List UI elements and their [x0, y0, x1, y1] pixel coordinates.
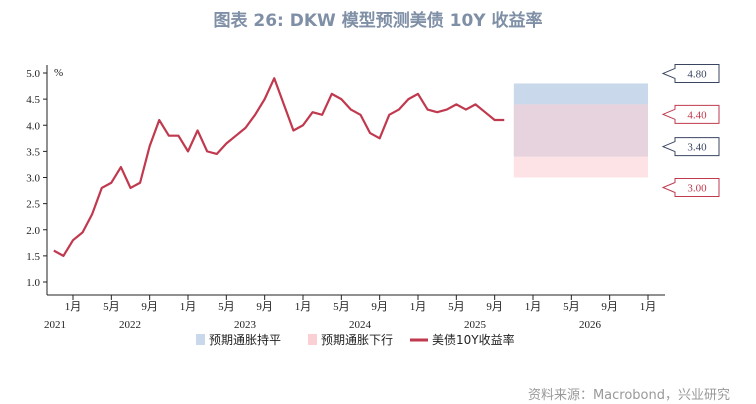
- y-tick-label: 2.0: [26, 225, 40, 237]
- x-tick-label: 5月: [218, 301, 235, 313]
- x-tick-label: 1月: [410, 301, 427, 313]
- x-tick-label: 9月: [601, 301, 618, 313]
- legend-label: 预期通胀持平: [209, 332, 281, 347]
- source-note: 资料来源：Macrobond，兴业研究: [527, 388, 730, 403]
- legend-swatch: [308, 334, 317, 345]
- x-year-label: 2022: [119, 319, 141, 331]
- x-tick-label: 1月: [295, 301, 312, 313]
- x-tick-label: 5月: [333, 301, 350, 313]
- x-tick-label: 5月: [103, 301, 120, 313]
- value-callout: [661, 104, 720, 124]
- x-tick-label: 9月: [486, 301, 503, 313]
- y-tick-label: 1.0: [26, 277, 40, 289]
- x-tick-label: 5月: [563, 301, 580, 313]
- x-year-label: 2025: [464, 319, 487, 331]
- x-tick-label: 1月: [640, 301, 657, 313]
- x-tick-label: 1月: [180, 301, 197, 313]
- value-callout-label: 3.40: [687, 142, 707, 154]
- series-line: [53, 77, 505, 257]
- legend-label: 预期通胀下行: [321, 333, 393, 347]
- x-year-label: 2024: [349, 319, 372, 331]
- value-callout-label: 3.00: [687, 183, 707, 195]
- y-tick-label: 5.0: [26, 68, 40, 80]
- x-tick-label: 9月: [371, 301, 388, 313]
- legend-swatch: [196, 334, 205, 345]
- y-tick-label: 1.5: [26, 251, 40, 263]
- value-callout: [661, 137, 720, 157]
- x-year-label: 2021: [44, 319, 66, 331]
- value-callout-label: 4.40: [687, 109, 707, 121]
- x-tick-label: 9月: [256, 301, 273, 313]
- legend-label: 美债10Y收益率: [432, 332, 515, 347]
- y-tick-label: 2.5: [26, 199, 40, 211]
- y-tick-label: 4.0: [26, 120, 40, 132]
- y-tick-label: 4.5: [26, 94, 40, 106]
- y-unit-label: %: [54, 67, 63, 79]
- value-callout: [661, 178, 720, 197]
- value-callout: [661, 63, 720, 83]
- x-year-label: 2023: [234, 319, 257, 331]
- y-tick-label: 3.0: [26, 173, 40, 185]
- y-tick-label: 3.5: [26, 146, 40, 158]
- value-callout-label: 4.80: [687, 68, 707, 80]
- x-year-label: 2026: [579, 319, 602, 331]
- x-tick-label: 1月: [525, 301, 542, 313]
- range-band-1: [513, 104, 648, 178]
- x-tick-label: 1月: [65, 301, 82, 313]
- x-tick-label: 9月: [141, 301, 158, 313]
- chart-title: 图表 26: DKW 模型预测美债 10Y 收益率: [213, 11, 543, 31]
- x-tick-label: 5月: [448, 301, 465, 313]
